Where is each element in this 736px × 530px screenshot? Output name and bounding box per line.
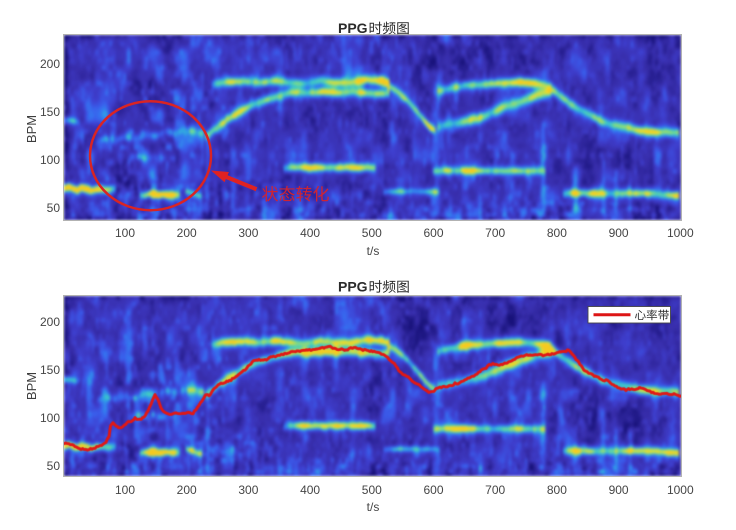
svg-text:PPG: PPG — [338, 20, 368, 36]
svg-text:PPG: PPG — [338, 279, 368, 295]
